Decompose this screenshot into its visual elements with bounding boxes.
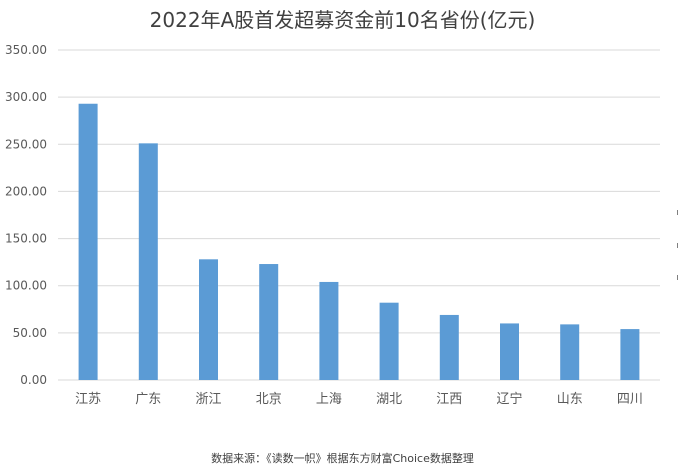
x-tick-label: 四川	[617, 392, 643, 407]
bar-10	[620, 329, 640, 380]
chart-title: 2022年A股首发超募资金前10名省份(亿元)	[149, 8, 536, 32]
gridlines	[58, 49, 660, 381]
data-source-note: 数据来源：《读数一帜》根据东方财富Choice数据整理	[211, 452, 474, 465]
y-tick-label: 350.00	[5, 43, 47, 57]
bar-4	[259, 264, 279, 380]
bar-1	[78, 103, 98, 380]
bar-7	[439, 314, 459, 380]
y-tick-label: 300.00	[5, 90, 47, 104]
y-tick-label: 50.00	[13, 326, 47, 340]
y-tick-label: 250.00	[5, 137, 47, 151]
x-tick-label: 广东	[135, 392, 161, 407]
bar-3	[199, 259, 218, 380]
bar-9	[560, 324, 580, 380]
y-tick-label: 0.00	[20, 373, 47, 387]
edge-marker	[677, 243, 678, 248]
x-tick-label: 江苏	[75, 391, 101, 407]
x-tick-label: 浙江	[195, 392, 221, 407]
x-tick-label: 北京	[256, 392, 282, 407]
x-axis-tick-labels: 江苏 广东 浙江 北京 上海 湖北 江西 辽宁 山东 四川	[75, 391, 643, 407]
edge-marker	[677, 210, 678, 215]
x-tick-label: 山东	[557, 392, 583, 407]
bars	[78, 103, 640, 380]
y-axis-tick-labels: 0.00 50.00 100.00 150.00 200.00 250.00 300.00 3…	[5, 43, 47, 387]
edge-marker	[677, 275, 678, 280]
x-tick-label: 上海	[316, 392, 342, 407]
bar-5	[319, 281, 339, 380]
bar-2	[138, 143, 158, 380]
bar-6	[379, 302, 399, 380]
y-tick-label: 150.00	[5, 232, 47, 246]
x-tick-label: 湖北	[376, 392, 402, 407]
y-tick-label: 200.00	[5, 184, 47, 198]
x-tick-label: 江西	[436, 392, 462, 407]
y-tick-label: 100.00	[5, 279, 47, 293]
x-tick-label: 辽宁	[496, 391, 522, 407]
bar-8	[500, 323, 519, 380]
